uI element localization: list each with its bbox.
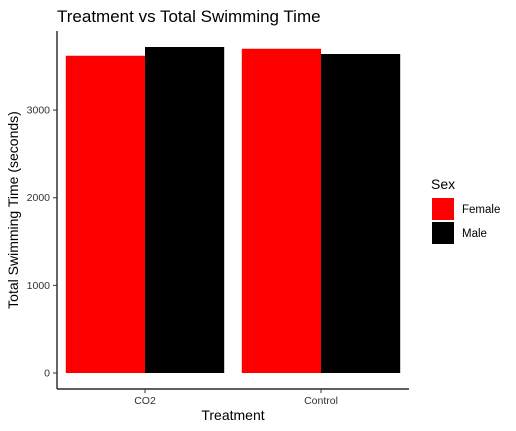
bar-co2-male bbox=[145, 47, 225, 373]
bar-control-female bbox=[241, 48, 321, 374]
x-axis-title: Treatment bbox=[201, 407, 264, 423]
x-tick-label: CO2 bbox=[134, 395, 156, 407]
y-tick-label: 1000 bbox=[27, 280, 51, 292]
legend-label-female: Female bbox=[462, 204, 500, 216]
y-tick-label: 0 bbox=[44, 368, 50, 380]
x-ticks: CO2 Control bbox=[134, 389, 338, 407]
y-tick-label: 2000 bbox=[27, 192, 51, 204]
y-ticks: 0 1000 2000 3000 bbox=[27, 105, 57, 380]
bar-co2-female bbox=[65, 55, 145, 374]
y-tick-label: 3000 bbox=[27, 105, 51, 117]
legend-label-male: Male bbox=[462, 228, 487, 240]
legend-key-female bbox=[432, 198, 454, 220]
legend: Female Male bbox=[432, 198, 500, 244]
legend-key-male bbox=[432, 222, 454, 244]
y-axis-title: Total Swimming Time (seconds) bbox=[5, 111, 21, 309]
chart-title: Treatment vs Total Swimming Time bbox=[57, 7, 321, 26]
bar-control-male bbox=[321, 54, 401, 374]
legend-title: Sex bbox=[431, 176, 455, 192]
x-tick-label: Control bbox=[304, 395, 338, 407]
plot-area bbox=[65, 47, 401, 374]
